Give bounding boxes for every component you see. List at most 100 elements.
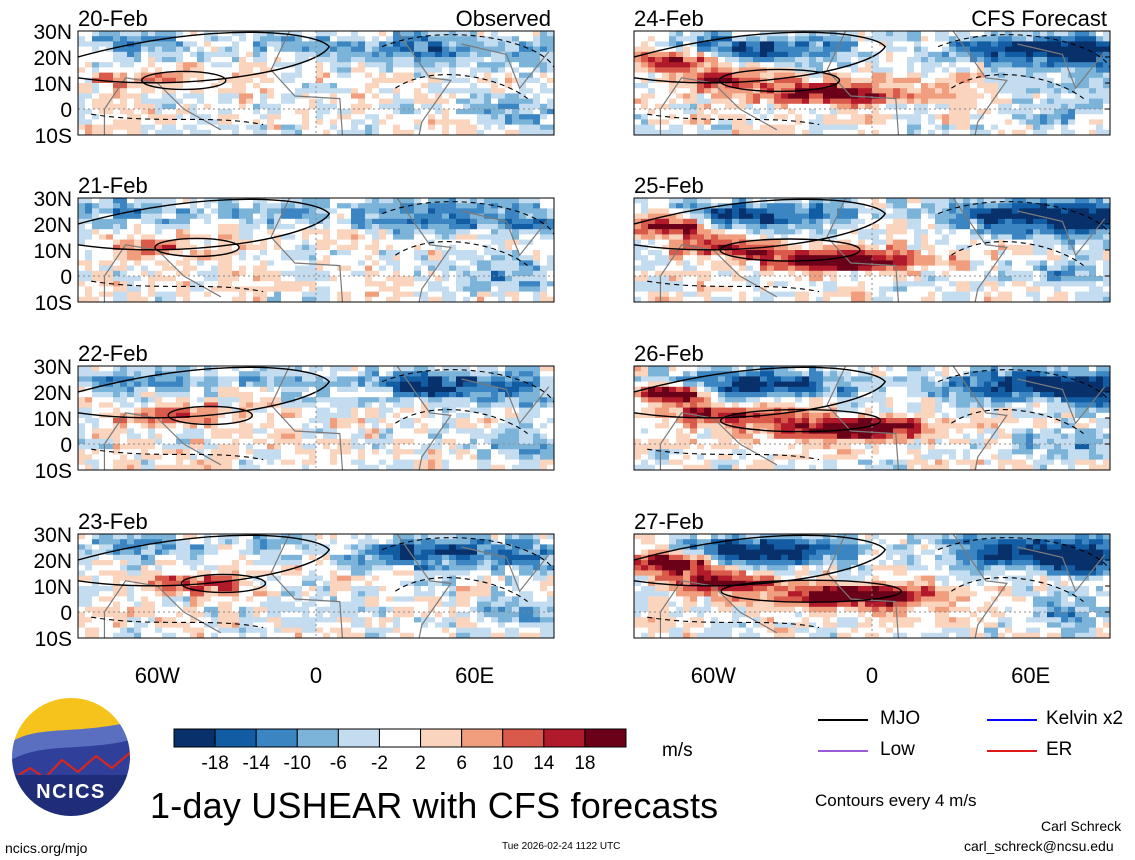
shear-cell [302,549,310,556]
shear-cell [330,586,338,592]
shear-cell [148,239,156,246]
shear-cell [106,93,114,100]
shear-cell [127,203,135,209]
shear-cell [169,366,177,372]
shear-cell [295,124,303,131]
shear-cell [372,627,380,634]
shear-cell [85,244,93,251]
shear-cell [302,124,310,131]
shear-cell [78,601,86,608]
shear-cell [379,386,387,393]
shear-cell [162,433,170,440]
shear-cell [106,119,114,126]
shear-cell [197,560,205,566]
shear-cell [78,423,86,429]
shear-cell [134,622,142,629]
shear-cell [239,88,247,94]
shear-cell [225,534,233,540]
shear-cell [449,281,457,287]
shear-cell [169,565,177,571]
shear-cell [239,244,247,251]
shear-cell [477,386,485,393]
shear-cell [491,77,499,84]
shear-cell [288,565,296,571]
shear-cell [204,612,212,618]
shear-cell [113,617,121,623]
shear-cell [183,93,191,100]
shear-cell [274,539,282,545]
shear-cell [344,464,352,470]
shear-cell [78,67,86,74]
shear-cell [211,438,219,445]
shear-cell [92,255,100,261]
shear-cell [505,208,513,215]
shear-cell [526,286,534,293]
shear-cell [316,62,324,68]
shear-cell [99,218,107,225]
shear-cell [141,449,149,455]
shear-cell [435,124,443,131]
shear-cell [533,224,541,230]
shear-cell [246,570,254,577]
shear-cell [113,198,121,204]
shear-cell [232,208,240,215]
shear-cell [365,459,373,466]
shear-cell [323,62,331,68]
shear-cell [113,580,121,587]
shear-cell [351,449,359,455]
shear-cell [547,203,554,209]
shear-cell [197,570,205,577]
shear-cell [183,46,191,53]
shear-cell [372,386,380,393]
shear-cell [211,46,219,53]
shear-cell [267,464,275,470]
shear-cell [92,402,100,409]
shear-cell [365,198,373,204]
shear-cell [316,119,324,126]
shear-cell [253,67,261,74]
shear-cell [435,46,443,53]
shear-cell [246,423,254,429]
shear-cell [540,51,548,58]
shear-cell [512,57,520,63]
shear-cell [92,270,100,277]
shear-cell [127,366,135,372]
shear-cell [442,224,450,230]
shear-cell [232,67,240,74]
shear-cell [477,67,485,74]
shear-cell [512,412,520,419]
shear-cell [526,67,534,74]
shear-cell [85,544,93,551]
shear-cell [526,250,534,256]
shear-cell [169,591,177,597]
shear-cell [365,36,373,42]
shear-cell [519,444,527,450]
shear-cell [428,119,436,126]
shear-cell [239,433,247,440]
shear-cell [344,459,352,466]
shear-cell [253,234,261,241]
shear-cell [113,549,121,556]
shear-cell [407,260,415,267]
shear-cell [547,129,554,135]
shear-cell [302,41,310,48]
shear-cell [498,93,506,100]
shear-cell [470,57,478,63]
shear-cell [92,46,100,53]
shear-cell [260,586,268,592]
shear-cell [358,203,366,209]
shear-cell [344,586,352,592]
shear-cell [526,103,534,110]
shear-cell [351,565,359,571]
shear-cell [316,632,324,638]
shear-cell [211,544,219,551]
shear-cell [246,627,254,634]
shear-cell [197,291,205,298]
shear-cell [225,31,233,37]
shear-cell [344,57,352,63]
shear-cell [330,72,338,79]
shear-cell [435,229,443,235]
shear-cell [379,276,387,282]
shear-cell [526,109,534,115]
shear-cell [358,560,366,566]
